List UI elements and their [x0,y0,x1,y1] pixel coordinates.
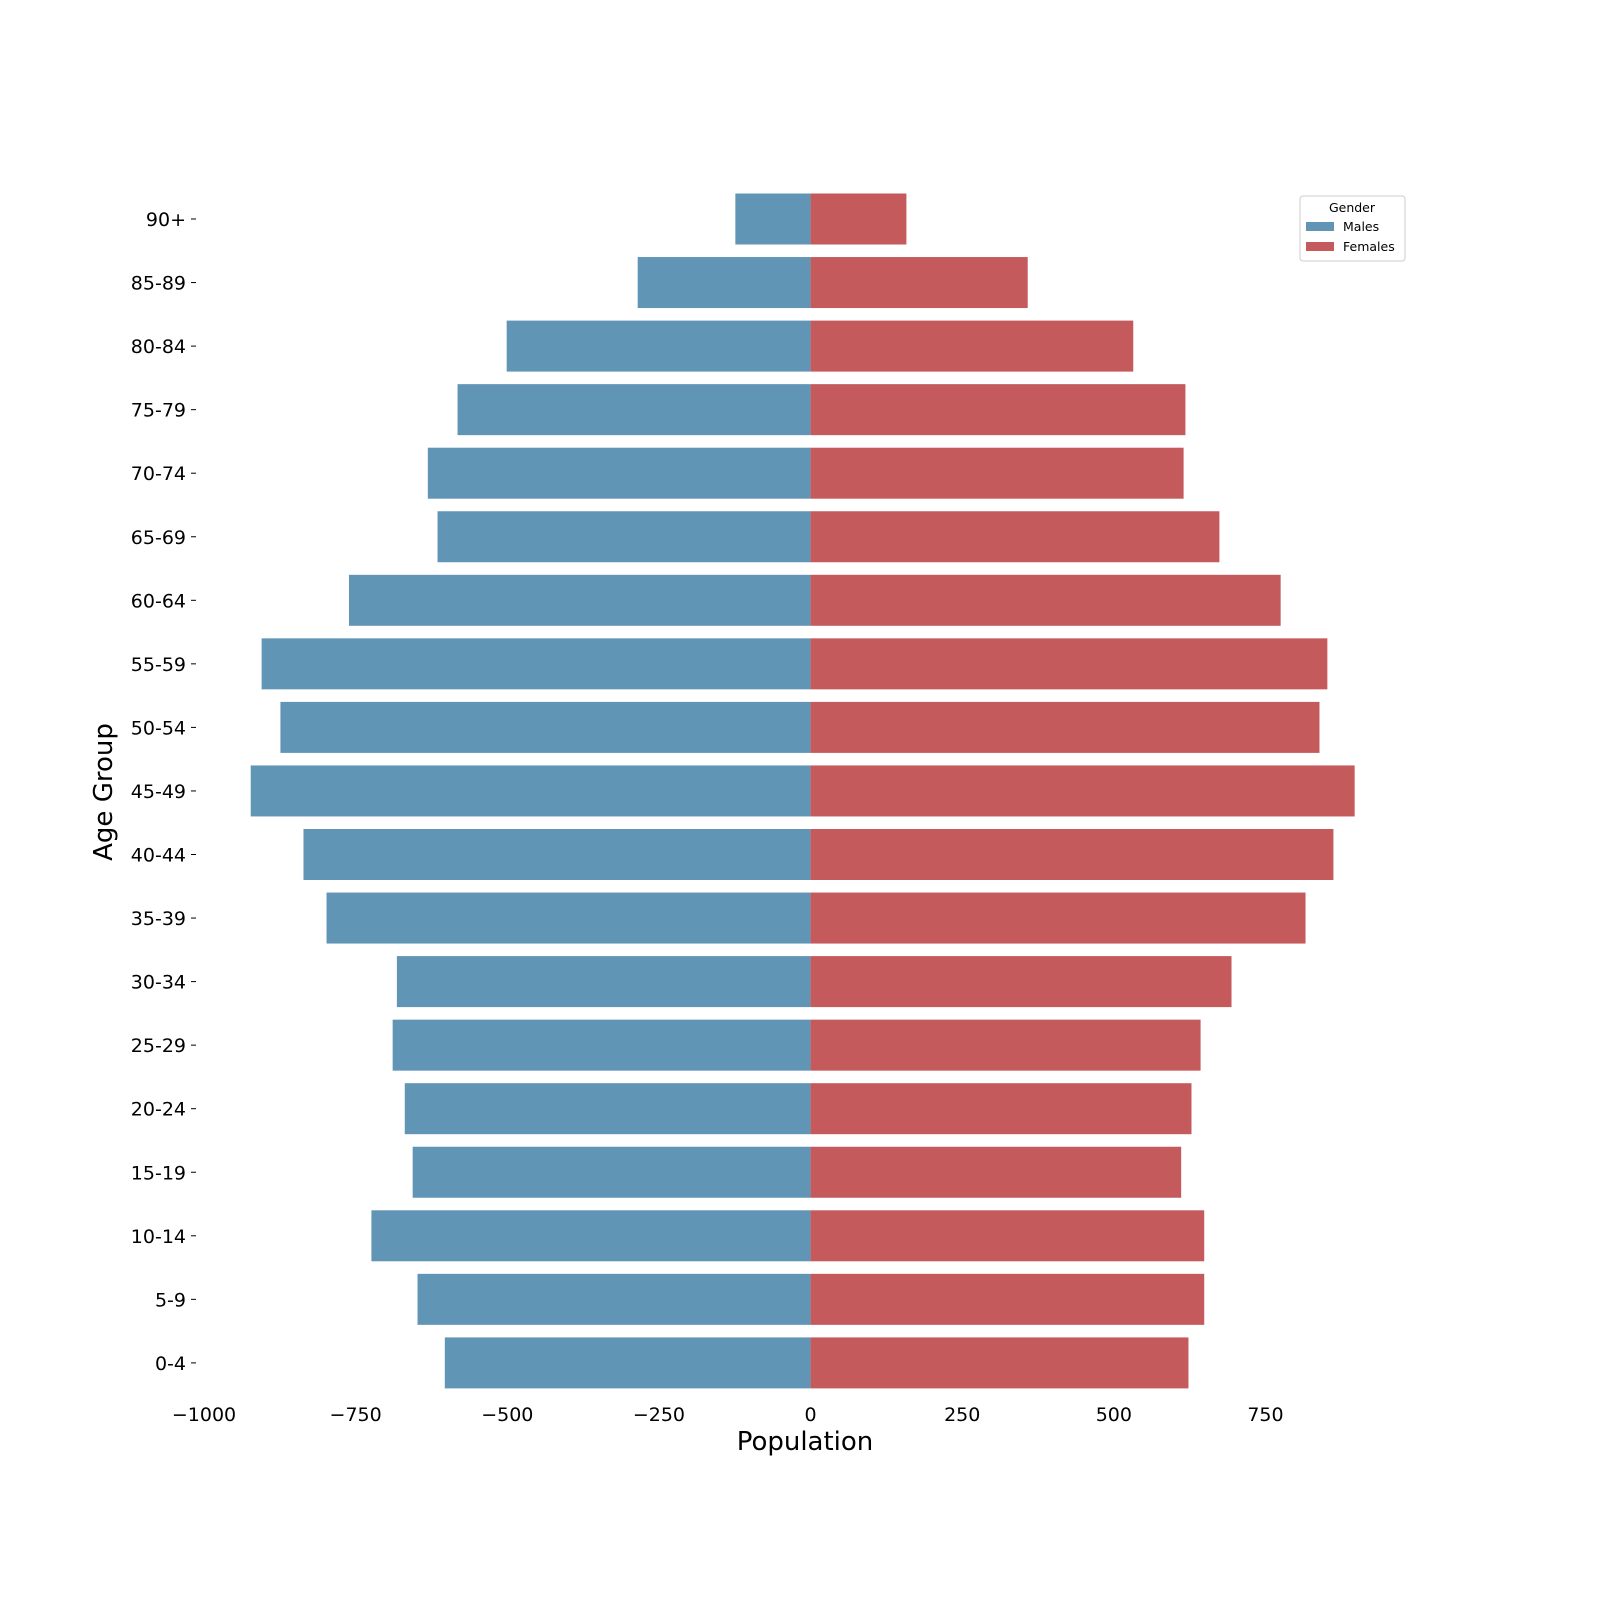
bar-females-85-89 [810,257,1028,309]
bar-females-55-59 [810,638,1328,690]
bar-males-10-14 [371,1210,811,1262]
legend-swatch-males [1306,222,1334,231]
y-tick-label: 45-49 [131,781,186,803]
bar-males-85-89 [637,257,811,309]
y-tick-label: 10-14 [131,1226,186,1248]
bar-males-35-39 [326,892,811,944]
bar-females-90+ [810,193,907,245]
y-tick-label: 90+ [146,209,186,231]
bar-females-75-79 [810,384,1186,436]
y-tick-label: 25-29 [131,1035,186,1057]
bar-females-40-44 [810,829,1334,880]
bar-females-0-4 [810,1337,1189,1389]
bar-males-25-29 [392,1019,811,1071]
bar-females-20-24 [810,1083,1192,1135]
y-tick-label: 70-74 [131,463,186,485]
bar-females-45-49 [810,765,1355,817]
bar-males-55-59 [261,638,811,690]
y-tick-label: 30-34 [131,972,186,994]
y-tick-label: 75-79 [131,400,186,422]
y-axis-label: Age Group [89,723,119,861]
x-tick-label: −500 [481,1404,533,1426]
legend: Gender Males Females [1299,195,1406,262]
bar-males-70-74 [427,447,811,499]
legend-title: Gender [1329,200,1376,215]
y-tick-label: 55-59 [131,654,186,676]
bar-females-10-14 [810,1210,1205,1262]
x-tick-label: 500 [1096,1404,1132,1426]
y-tick-label: 5-9 [155,1289,186,1311]
bar-females-65-69 [810,511,1220,563]
bar-females-5-9 [810,1273,1205,1325]
x-tick-label: 0 [805,1404,817,1426]
x-tick-label: −250 [633,1404,685,1426]
x-tick-label: 750 [1247,1404,1283,1426]
y-tick-label: 60-64 [131,590,186,612]
bar-males-50-54 [280,701,811,753]
bar-females-25-29 [810,1019,1201,1071]
bar-females-50-54 [810,701,1320,753]
bar-males-90+ [735,193,811,245]
y-tick-label: 0-4 [155,1353,186,1375]
y-tick-label: 15-19 [131,1162,186,1184]
bar-females-30-34 [810,956,1232,1008]
bar-females-80-84 [810,320,1134,372]
bar-females-15-19 [810,1146,1182,1198]
x-tick-label: 250 [944,1404,980,1426]
bar-females-35-39 [810,892,1306,944]
bar-males-30-34 [396,956,811,1008]
bar-males-65-69 [437,511,811,563]
y-tick-label: 40-44 [131,845,186,867]
x-tick-label: −1000 [172,1404,236,1426]
bar-males-75-79 [457,384,811,436]
bar-males-80-84 [506,320,811,372]
bar-males-15-19 [412,1146,811,1198]
y-tick-label: 35-39 [131,908,186,930]
bar-males-0-4 [444,1337,811,1389]
y-tick-label: 65-69 [131,527,186,549]
bar-males-5-9 [417,1273,811,1325]
bar-females-70-74 [810,447,1184,499]
y-tick-label: 50-54 [131,717,186,739]
y-tick-label: 85-89 [131,273,186,295]
x-axis-label: Population [737,1427,874,1457]
bar-females-60-64 [810,574,1281,626]
x-tick-label: −750 [330,1404,382,1426]
y-tick-label: 80-84 [131,336,186,358]
bar-males-20-24 [404,1083,811,1135]
legend-swatch-females [1306,242,1334,251]
bar-males-45-49 [250,765,811,817]
bar-males-40-44 [303,829,811,880]
bar-males-60-64 [348,574,811,626]
legend-label-females: Females [1343,239,1395,254]
y-tick-label: 20-24 [131,1099,186,1121]
legend-label-males: Males [1343,219,1379,234]
